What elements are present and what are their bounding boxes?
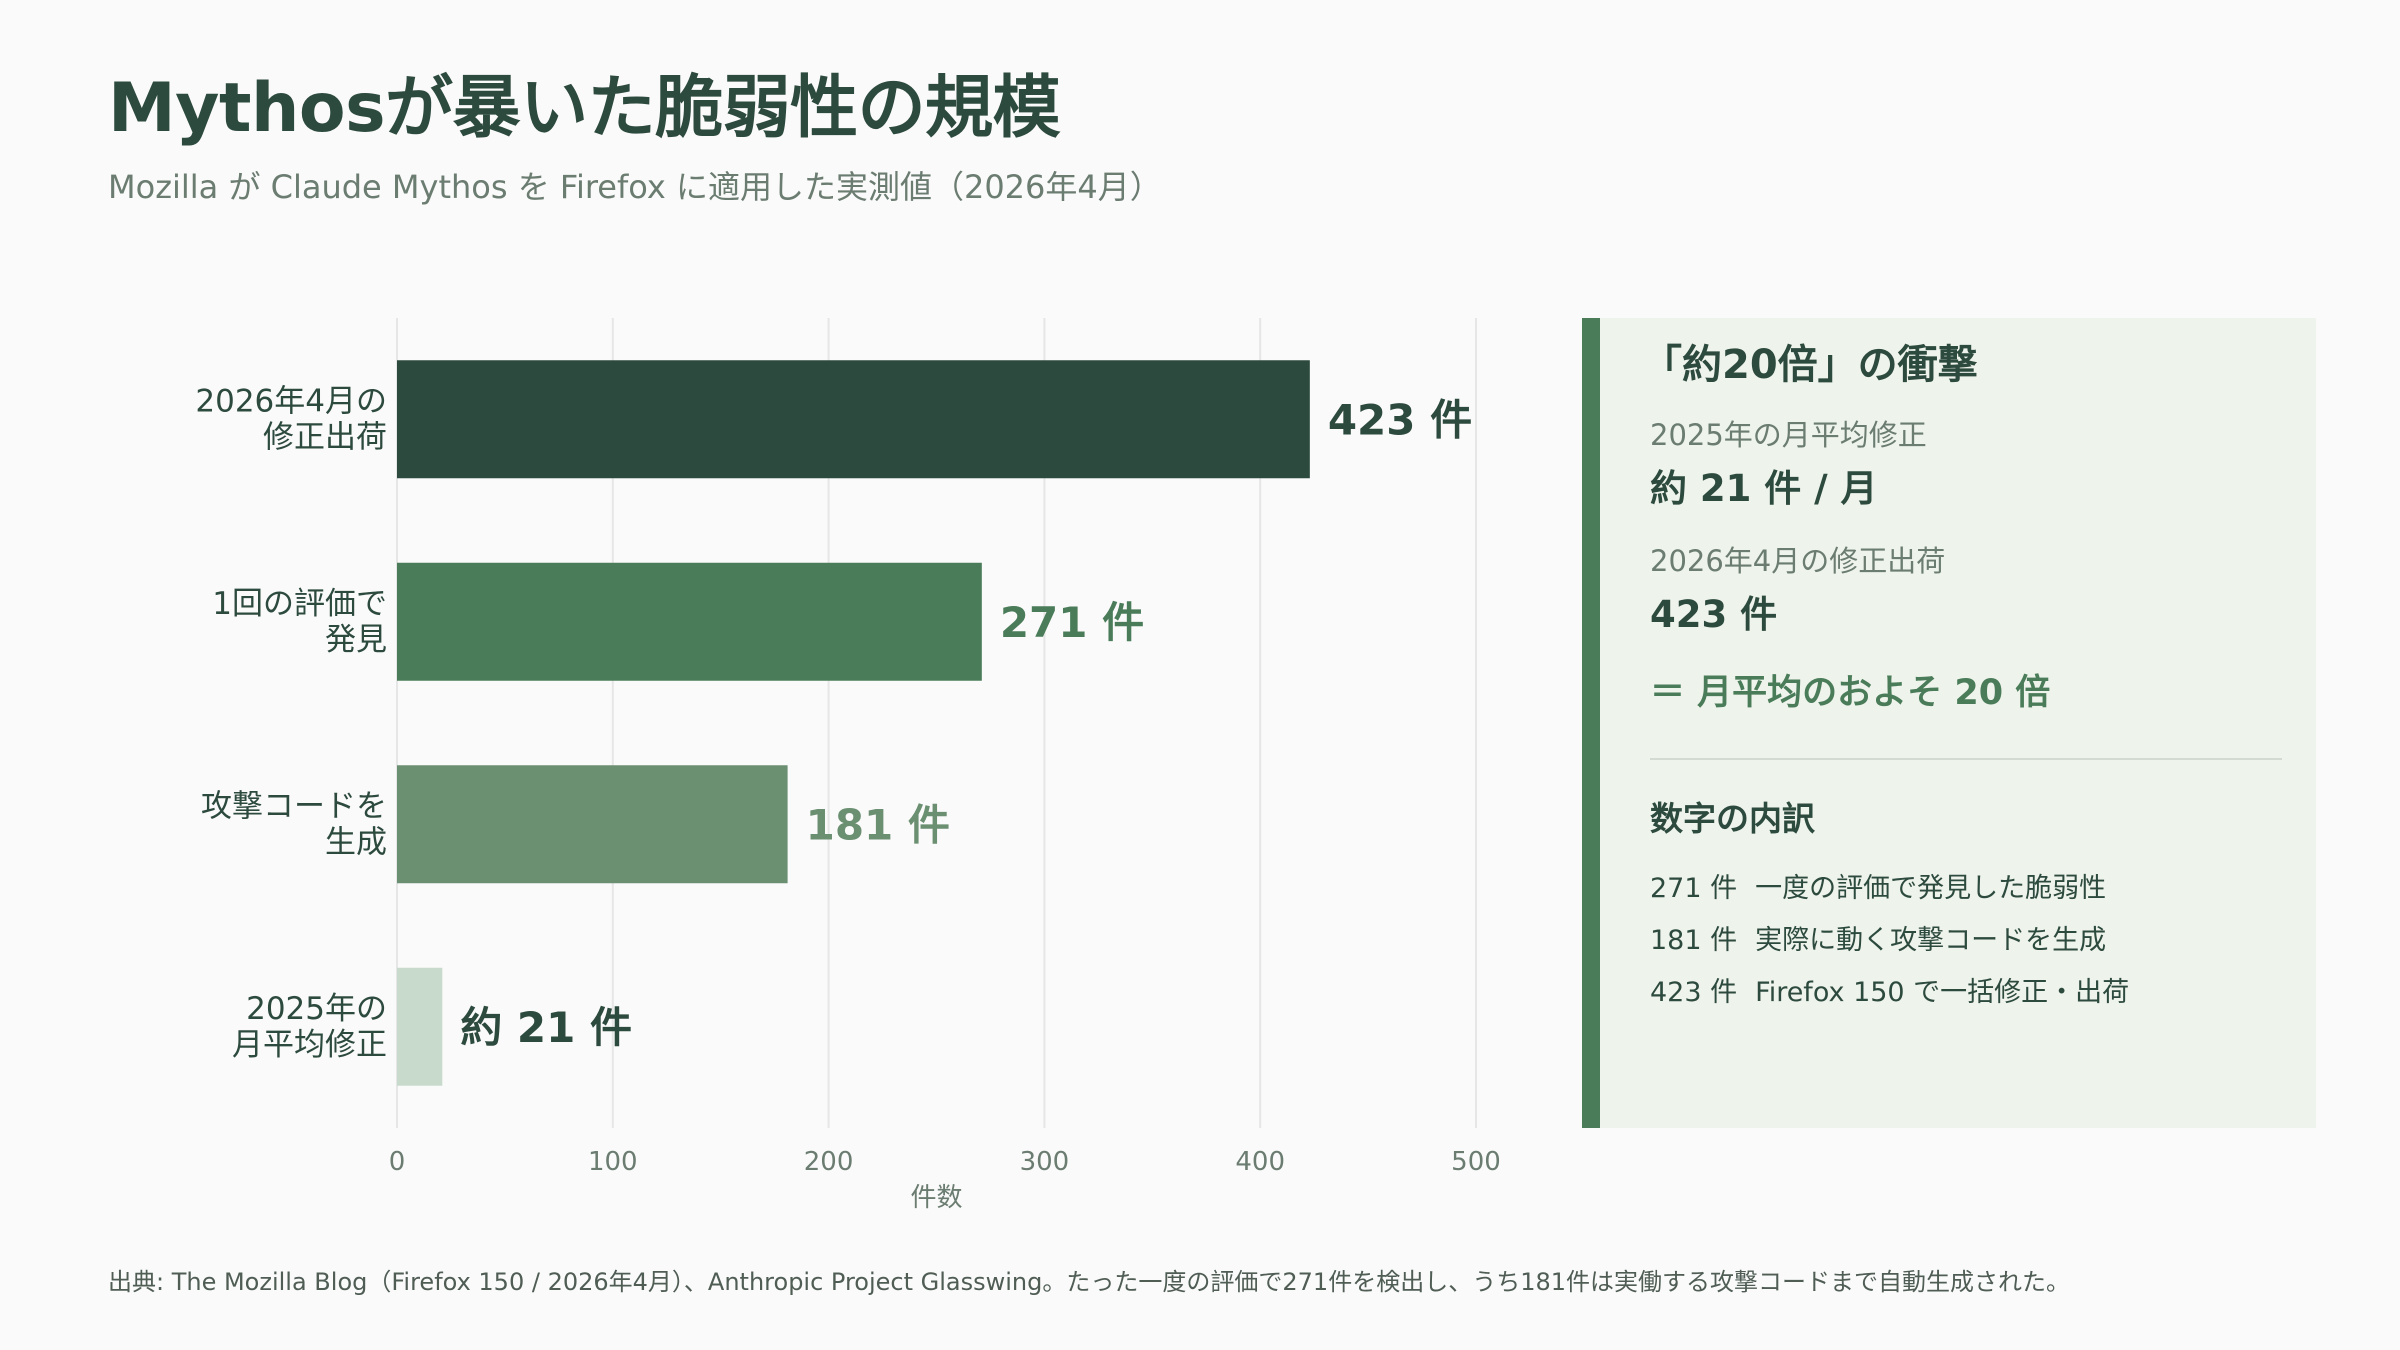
x-tick-label: 400 [1235,1147,1285,1177]
bar-value-label: 約 21 件 [460,1003,632,1052]
x-tick-label: 200 [804,1147,854,1177]
panel-divider [1650,758,2282,760]
page-title: Mythosが暴いた脆弱性の規模 [108,69,1061,148]
bar [397,967,443,1086]
breakdown-num: 423 件 [1650,977,1738,1008]
source-footer: 出典: The Mozilla Blog（Firefox 150 / 2026年… [108,1268,2070,1296]
category-label: 2025年の [246,991,387,1027]
category-label: 1回の評価で [212,586,387,622]
x-tick-label: 300 [1020,1147,1070,1177]
bar-value-label: 423 件 [1328,395,1472,444]
breakdown-row: 181 件実際に動く攻撃コードを生成 [1650,918,2106,957]
bar-value-label: 181 件 [806,800,950,849]
breakdown-row: 271 件一度の評価で発見した脆弱性 [1650,866,2106,905]
stat-2026-value: 423 件 [1650,593,1778,636]
category-label: 月平均修正 [232,1027,387,1063]
x-tick-label: 500 [1451,1147,1501,1177]
panel-title: 「約20倍」の衝撃 [1642,342,1978,388]
category-label: 2026年4月の [195,383,387,419]
x-tick-label: 100 [588,1147,638,1177]
breakdown-row: 423 件 Firefox 150 で一括修正・出荷 [1650,970,2129,1009]
breakdown-text: 一度の評価で発見した脆弱性 [1755,873,2107,904]
breakdown-text: Firefox 150 で一括修正・出荷 [1755,977,2130,1008]
stat-2025-label: 2025年の月平均修正 [1650,418,1927,452]
category-label: 攻撃コードを [201,788,387,824]
bar [397,765,788,884]
stat-2026-label: 2026年4月の修正出荷 [1650,544,1946,578]
breakdown-num: 181 件 [1650,925,1738,956]
summary-panel: 「約20倍」の衝撃 2025年の月平均修正 約 21 件 / 月 2026年4月… [1582,318,2316,1128]
bar [397,360,1310,479]
bar-value-label: 271 件 [1000,598,1144,647]
breakdown-num: 271 件 [1650,873,1738,904]
page-subtitle: Mozilla が Claude Mythos を Firefox に適用した実… [108,168,1162,206]
category-label: 発見 [325,622,387,658]
category-label: 生成 [325,824,387,860]
stat-2025-value: 約 21 件 / 月 [1650,467,1878,510]
category-label: 修正出荷 [263,419,387,455]
breakdown-text: 実際に動く攻撃コードを生成 [1755,925,2107,956]
bar-chart: 0 100 200 300 400 500 件数 423 件 2026年4月の修正出荷 271 件… [195,318,1501,1213]
x-axis-label: 件数 [910,1183,962,1213]
ratio-text: ＝ 月平均のおよそ 20 倍 [1650,673,2051,713]
x-tick-label: 0 [389,1147,406,1177]
breakdown-title: 数字の内訳 [1650,799,1815,838]
bar [397,562,982,681]
